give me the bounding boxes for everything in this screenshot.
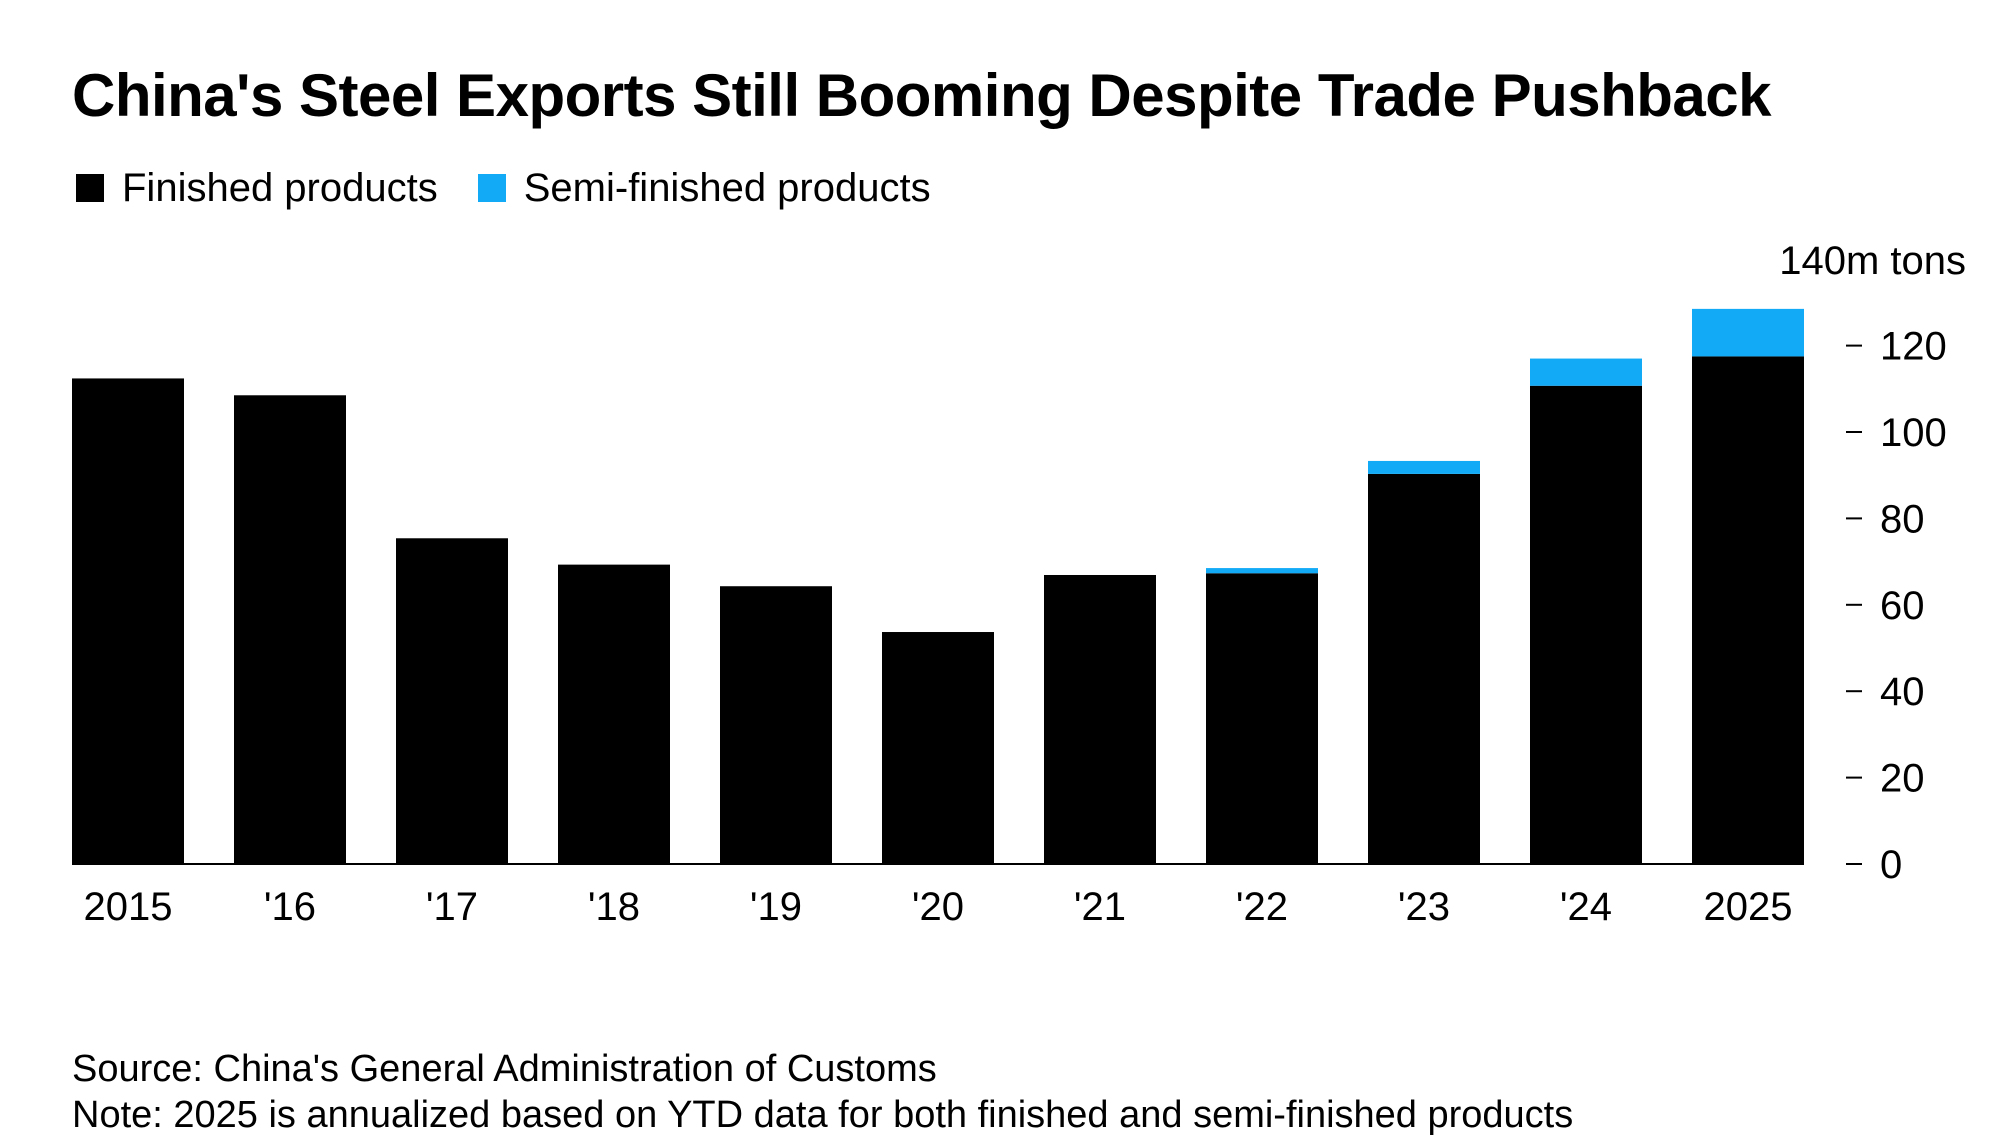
y-tick-label-3: 60 [1880, 584, 1925, 628]
bar-semi-finished-7 [1206, 568, 1318, 574]
y-tick-label-1: 20 [1880, 757, 1925, 801]
bar-finished-2 [396, 538, 508, 864]
y-axis-ticks: 0 20 40 60 80 100 120 [1846, 325, 1947, 887]
bar-finished-6 [1044, 574, 1156, 864]
legend: Finished products Semi-finished products [76, 168, 971, 208]
bar-finished-4 [720, 586, 832, 864]
bar-finished-7 [1206, 573, 1318, 864]
legend-swatch-finished [76, 174, 104, 202]
bar-semi-finished-9 [1530, 358, 1642, 386]
bar-semi-finished-10 [1692, 308, 1804, 357]
y-tick-label-0: 0 [1880, 843, 1902, 887]
legend-label-finished: Finished products [122, 166, 438, 210]
legend-swatch-semi-finished [477, 174, 506, 202]
bar-finished-0 [72, 378, 184, 864]
legend-item-semi-finished: Semi-finished products [477, 166, 931, 210]
x-tick-label-3: '18 [588, 885, 640, 929]
x-tick-label-5: '20 [912, 885, 964, 929]
x-tick-label-0: 2015 [84, 885, 173, 929]
source-text: Source: China's General Administration o… [72, 1048, 937, 1090]
x-tick-label-6: '21 [1074, 885, 1126, 929]
bars-group [72, 308, 1804, 865]
y-tick-label-6: 120 [1880, 325, 1947, 369]
x-tick-label-7: '22 [1236, 885, 1288, 929]
bar-finished-8 [1368, 473, 1480, 864]
bar-finished-5 [882, 632, 994, 864]
x-tick-label-2: '17 [426, 885, 478, 929]
x-tick-label-4: '19 [750, 885, 802, 929]
chart-title: China's Steel Exports Still Booming Desp… [72, 62, 1772, 129]
x-tick-label-10: 2025 [1704, 885, 1793, 929]
x-tick-label-9: '24 [1560, 885, 1612, 929]
bar-finished-9 [1530, 385, 1642, 864]
y-tick-label-2: 40 [1880, 670, 1925, 714]
bar-finished-3 [558, 564, 670, 864]
legend-label-semi-finished: Semi-finished products [523, 166, 931, 210]
bar-finished-10 [1692, 356, 1804, 864]
bar-semi-finished-8 [1368, 460, 1480, 474]
x-tick-label-8: '23 [1398, 885, 1450, 929]
y-axis-unit-label: 140m tons [1779, 239, 1966, 283]
footer: Source: China's General Administration o… [72, 1046, 1573, 1138]
note-text: Note: 2025 is annualized based on YTD da… [72, 1094, 1574, 1136]
legend-item-finished: Finished products [76, 168, 438, 208]
y-tick-label-5: 100 [1880, 411, 1947, 455]
x-axis-labels: 2015 '16 '17 '18 '19 '20 '21 '22 '23 '24 2025 [84, 885, 1793, 929]
y-tick-label-4: 80 [1880, 497, 1925, 541]
x-tick-label-1: '16 [264, 885, 316, 929]
bar-finished-1 [234, 395, 346, 864]
